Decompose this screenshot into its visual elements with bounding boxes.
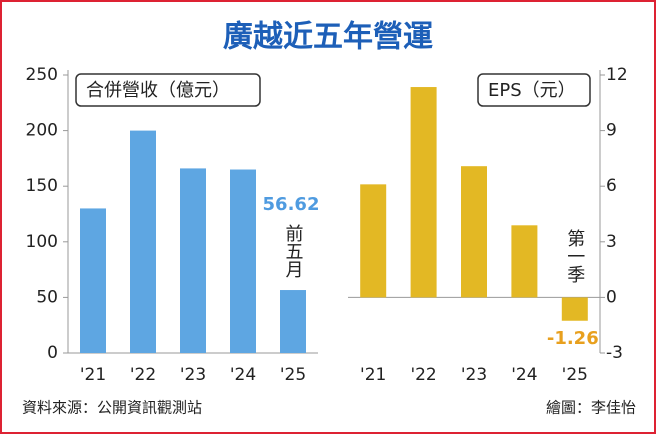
bar <box>410 87 437 298</box>
y-tick-label: 100 <box>26 232 58 252</box>
bar <box>130 130 156 353</box>
chart-title: 合併營收（億元） <box>86 80 230 101</box>
y-tick-label: 0 <box>47 343 58 363</box>
x-tick-label: '25 <box>280 365 306 385</box>
bar <box>561 297 588 321</box>
y-tick-label: 0 <box>606 287 617 307</box>
x-tick-label: '24 <box>511 365 537 385</box>
bar <box>360 184 387 298</box>
value-label: -1.26 <box>547 328 599 349</box>
title-box <box>477 73 591 107</box>
bar <box>180 168 206 353</box>
bar <box>461 166 487 298</box>
y-tick-label: 3 <box>606 232 617 252</box>
y-tick-label: 9 <box>606 121 617 141</box>
x-tick-label: '23 <box>461 365 487 385</box>
x-tick-label: '22 <box>130 365 156 385</box>
x-tick-label: '24 <box>230 365 256 385</box>
y-tick-label: 6 <box>606 176 617 196</box>
x-tick-label: '22 <box>410 365 436 385</box>
bar <box>80 208 106 353</box>
y-tick-label: -3 <box>606 343 623 363</box>
chart-title: EPS（元） <box>488 80 576 101</box>
value-label: 56.62 <box>263 194 320 215</box>
credit: 繪圖：李佳怡 <box>546 399 636 417</box>
page-title: 廣越近五年營運 <box>223 20 433 55</box>
y-tick-label: 50 <box>36 287 58 307</box>
y-tick-label: 250 <box>26 65 58 85</box>
y-tick-label: 150 <box>26 176 58 196</box>
x-tick-label: '23 <box>180 365 206 385</box>
x-tick-label: '21 <box>80 365 106 385</box>
bar <box>511 225 538 298</box>
annotation: 第一季 <box>564 229 585 284</box>
bar <box>280 290 306 353</box>
annotation: 前五月 <box>283 224 304 278</box>
y-tick-label: 200 <box>26 121 58 141</box>
title-box <box>75 73 261 107</box>
x-tick-label: '25 <box>562 365 588 385</box>
bar <box>230 169 256 353</box>
x-tick-label: '21 <box>360 365 386 385</box>
source: 資料來源：公開資訊觀測站 <box>22 399 202 417</box>
y-tick-label: 12 <box>606 65 628 85</box>
